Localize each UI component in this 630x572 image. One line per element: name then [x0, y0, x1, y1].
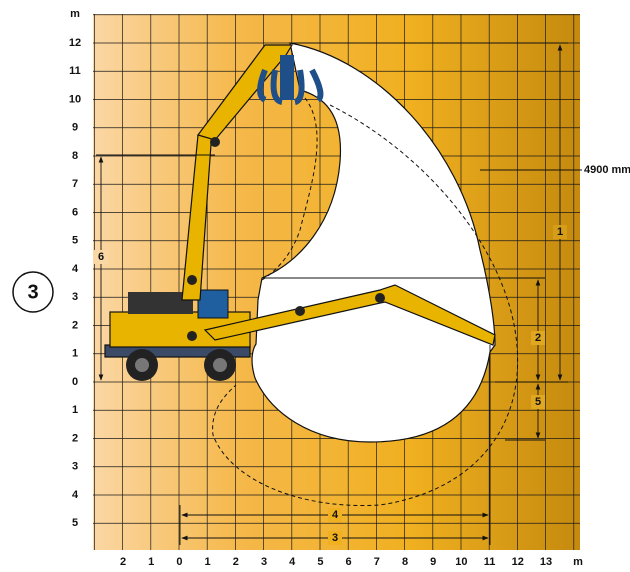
y-label: 12 — [69, 37, 81, 49]
dashed-inner-range — [261, 97, 318, 281]
x-label: 9 — [430, 556, 436, 568]
label-bg — [328, 508, 342, 522]
machine — [104, 44, 496, 381]
reach-height-label: 4900 mm — [584, 164, 630, 176]
y-label: 11 — [69, 65, 81, 77]
x-label: 2 — [233, 556, 239, 568]
x-label: 12 — [512, 556, 524, 568]
label-bg — [328, 531, 342, 545]
y-label: 6 — [72, 206, 78, 218]
x-label: 2 — [120, 556, 126, 568]
label-bg — [531, 395, 545, 409]
x-label: 7 — [374, 556, 380, 568]
lower-boom — [203, 284, 496, 346]
x-label: 1 — [148, 556, 154, 568]
x-label: 10 — [455, 556, 467, 568]
dim-label: 2 — [535, 332, 541, 344]
cab — [197, 289, 229, 319]
dim-label: 1 — [557, 226, 563, 238]
y-label: 7 — [72, 178, 78, 190]
y-label: 9 — [72, 122, 78, 134]
x-unit: m — [573, 556, 583, 568]
dim-label: 4 — [332, 509, 339, 521]
y-label: 5 — [72, 517, 78, 529]
wheel-hub — [135, 358, 149, 372]
x-label: 13 — [540, 556, 552, 568]
pin — [375, 293, 385, 303]
x-label: 4 — [289, 556, 296, 568]
label-bg — [553, 225, 567, 239]
y-label: 4 — [72, 489, 79, 501]
y-label: 0 — [72, 376, 78, 388]
x-label: 11 — [484, 556, 496, 568]
wheel-hub — [213, 358, 227, 372]
dim-label: 6 — [98, 251, 104, 263]
y-label: 1 — [72, 404, 78, 416]
pin — [187, 331, 197, 341]
y-label: 3 — [72, 461, 78, 473]
pin — [210, 137, 220, 147]
x-label: 8 — [402, 556, 408, 568]
y-label: 4 — [72, 263, 79, 275]
y-label: 3 — [72, 291, 78, 303]
dim-label: 5 — [535, 396, 541, 408]
x-label: 6 — [346, 556, 352, 568]
x-label: 5 — [317, 556, 323, 568]
grapple-rotator — [280, 55, 294, 100]
y-label: 2 — [72, 432, 78, 444]
y-unit: m — [70, 8, 80, 20]
x-label: 1 — [205, 556, 211, 568]
dim-label: 3 — [332, 532, 338, 544]
badge-circle — [12, 271, 54, 313]
y-label: 8 — [72, 150, 78, 162]
y-label: 2 — [72, 319, 78, 331]
grapple — [257, 68, 324, 105]
label-bg — [94, 250, 108, 264]
pin — [187, 275, 197, 285]
engine — [128, 292, 193, 314]
y-label: 5 — [72, 235, 78, 247]
y-label: 1 — [72, 348, 78, 360]
working-envelope — [251, 42, 496, 443]
x-label: 0 — [176, 556, 182, 568]
label-bg — [531, 331, 545, 345]
y-label: 10 — [69, 93, 81, 105]
dashed-outer-range — [212, 104, 519, 507]
pin — [295, 306, 305, 316]
badge: 3 — [27, 281, 38, 303]
x-label: 3 — [261, 556, 267, 568]
